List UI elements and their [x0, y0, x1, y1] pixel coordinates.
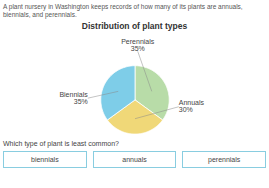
html-text:perennials: perennials — [208, 156, 241, 163]
svg-text:Perennials35%: Perennials35% — [121, 38, 155, 52]
html-text:biennials: biennials — [31, 156, 59, 163]
html-text:Distribution of plant types: Distribution of plant types — [81, 21, 188, 31]
html-text:annuals: annuals — [122, 156, 147, 163]
svg-text:Annuals30%: Annuals30% — [179, 99, 205, 113]
html-text:Which type of plant is least c: Which type of plant is least common? — [3, 140, 119, 147]
svg-text:Biennials35%: Biennials35% — [59, 91, 88, 105]
html-text:A plant nursery in Washington: A plant nursery in Washington keeps reco… — [3, 3, 243, 18]
